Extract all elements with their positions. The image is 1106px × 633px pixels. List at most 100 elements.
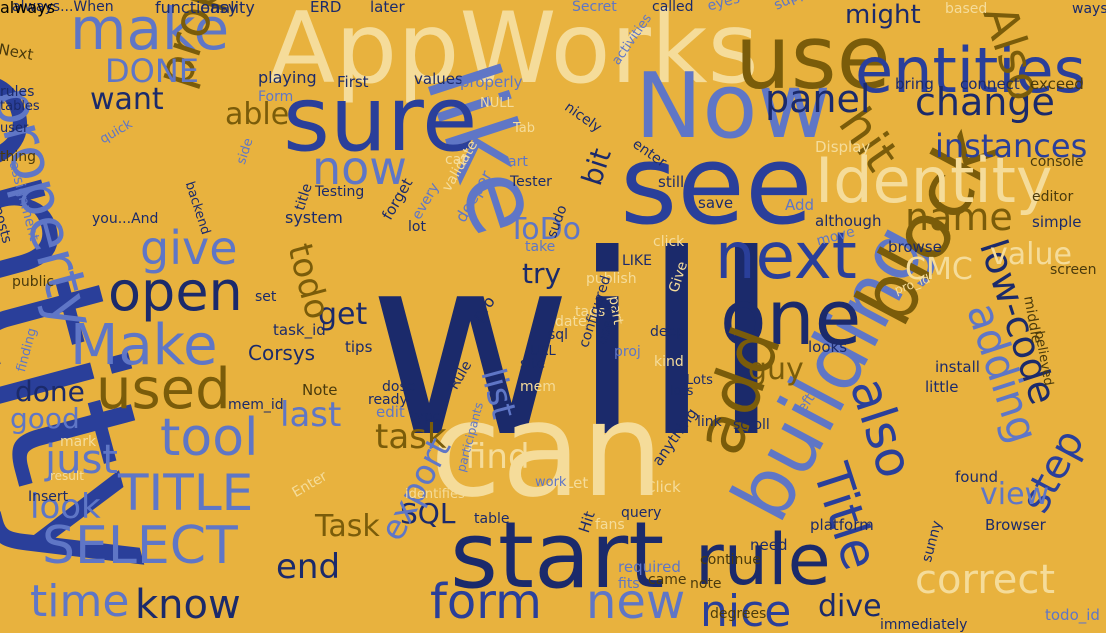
cloud-word: dive [818, 589, 882, 624]
cloud-word: AppWorks [268, 0, 759, 106]
cloud-word: time [30, 576, 130, 627]
cloud-word: take [525, 239, 556, 255]
cloud-word: simple [1032, 213, 1082, 231]
cloud-word: want [90, 82, 164, 117]
cloud-word: date [555, 314, 587, 330]
cloud-word: SELECT [42, 516, 238, 576]
cloud-word: Tester [510, 174, 552, 190]
cloud-word: little [925, 378, 959, 396]
cloud-word: use [735, 6, 891, 109]
cloud-word: done [15, 375, 85, 408]
cloud-word: able [225, 97, 290, 132]
cloud-word: Testing [315, 184, 365, 200]
cloud-word: ways [1072, 1, 1106, 17]
cloud-word: required [618, 558, 681, 576]
cloud-word: NULL [480, 96, 514, 111]
cloud-word: Let [565, 474, 589, 492]
cloud-word: always...When [12, 0, 114, 15]
cloud-word: need [750, 536, 788, 554]
cloud-word: note [690, 576, 722, 592]
cloud-word: dose [382, 379, 416, 395]
cloud-word: install [935, 358, 980, 376]
cloud-word: thing [0, 149, 37, 165]
cloud-word: Form [258, 89, 294, 105]
cloud-word: Browser [985, 516, 1046, 534]
cloud-word: degrees [710, 606, 767, 622]
cloud-word: type [410, 409, 442, 425]
cloud-word: Insert [28, 489, 69, 505]
cloud-word: entities [855, 34, 1086, 107]
cloud-word: open [108, 260, 243, 323]
cloud-word: can [430, 374, 664, 526]
cloud-word: still [658, 173, 685, 191]
cloud-word: Secret [572, 0, 617, 15]
cloud-word: task_id [273, 321, 326, 339]
cloud-word: panel [765, 77, 871, 121]
cloud-word: although [815, 212, 882, 230]
cloud-word: looks [808, 338, 848, 356]
cloud-word: save [698, 194, 734, 212]
cloud-word: console [1030, 154, 1084, 170]
cloud-word: Now [635, 54, 831, 159]
cloud-word: work [535, 475, 567, 490]
cloud-word: tables [0, 99, 40, 114]
cloud-word: screen [1050, 262, 1097, 278]
cloud-word: todo [279, 239, 338, 324]
cloud-word: click [653, 234, 685, 250]
cloud-word: lot [408, 219, 426, 235]
cloud-word: art [508, 154, 528, 170]
cloud-word: Enter [289, 468, 331, 501]
cloud-word: URL [530, 344, 556, 359]
cloud-word: system [285, 208, 343, 227]
cloud-word: easy [200, 0, 238, 17]
cloud-word: TITLE [118, 464, 254, 522]
cloud-word: table [474, 511, 510, 527]
cloud-word: nice [700, 586, 792, 633]
cloud-word: editor [1032, 189, 1074, 205]
cloud-word: Add [785, 196, 815, 214]
cloud-word: name [905, 195, 1013, 239]
cloud-word: bring [895, 75, 934, 93]
cloud-word: tips [345, 338, 373, 356]
cloud-word: Make [70, 313, 218, 378]
cloud-word: start [450, 502, 665, 609]
cloud-word: Display [815, 138, 871, 156]
cloud-word: good [10, 402, 80, 435]
cloud-word: found [955, 468, 998, 486]
cloud-word: Note [302, 381, 338, 399]
cloud-word: sure [283, 67, 478, 172]
cloud-word: playing [258, 68, 317, 87]
cloud-word: look [30, 487, 101, 527]
cloud-word: LIKE [622, 253, 652, 269]
cloud-word: Identity [815, 144, 1053, 217]
cloud-word: set [255, 289, 277, 305]
cloud-word: see [620, 121, 813, 249]
cloud-word: called [652, 0, 694, 15]
cloud-word: fans [595, 517, 625, 533]
cloud-word: might [845, 0, 921, 30]
cloud-word: instances [935, 127, 1088, 165]
cloud-word: quick [97, 116, 136, 148]
cloud-word: rule [695, 519, 831, 601]
cloud-word: sql [548, 327, 569, 343]
cloud-word: deep [650, 324, 685, 340]
cloud-word: Tab [513, 121, 536, 136]
cloud-word: correct [915, 557, 1056, 603]
cloud-word: Task [315, 509, 380, 544]
cloud-word: try [522, 257, 562, 290]
cloud-word: guy [748, 352, 804, 387]
cloud-word: make [70, 0, 230, 63]
cloud-word: continue [700, 552, 761, 568]
cloud-word: fits [618, 576, 640, 592]
cloud-word: site [520, 356, 546, 372]
cloud-word: functionality [155, 0, 255, 17]
cloud-word: user [0, 121, 29, 136]
cloud-word: one [720, 273, 862, 362]
cloud-word: give [140, 221, 238, 275]
cloud-word: link [697, 414, 722, 430]
cloud-word: came [648, 572, 687, 588]
cloud-word: public [12, 274, 55, 290]
cloud-word: tags [575, 304, 606, 320]
cloud-word: mark [60, 434, 97, 450]
